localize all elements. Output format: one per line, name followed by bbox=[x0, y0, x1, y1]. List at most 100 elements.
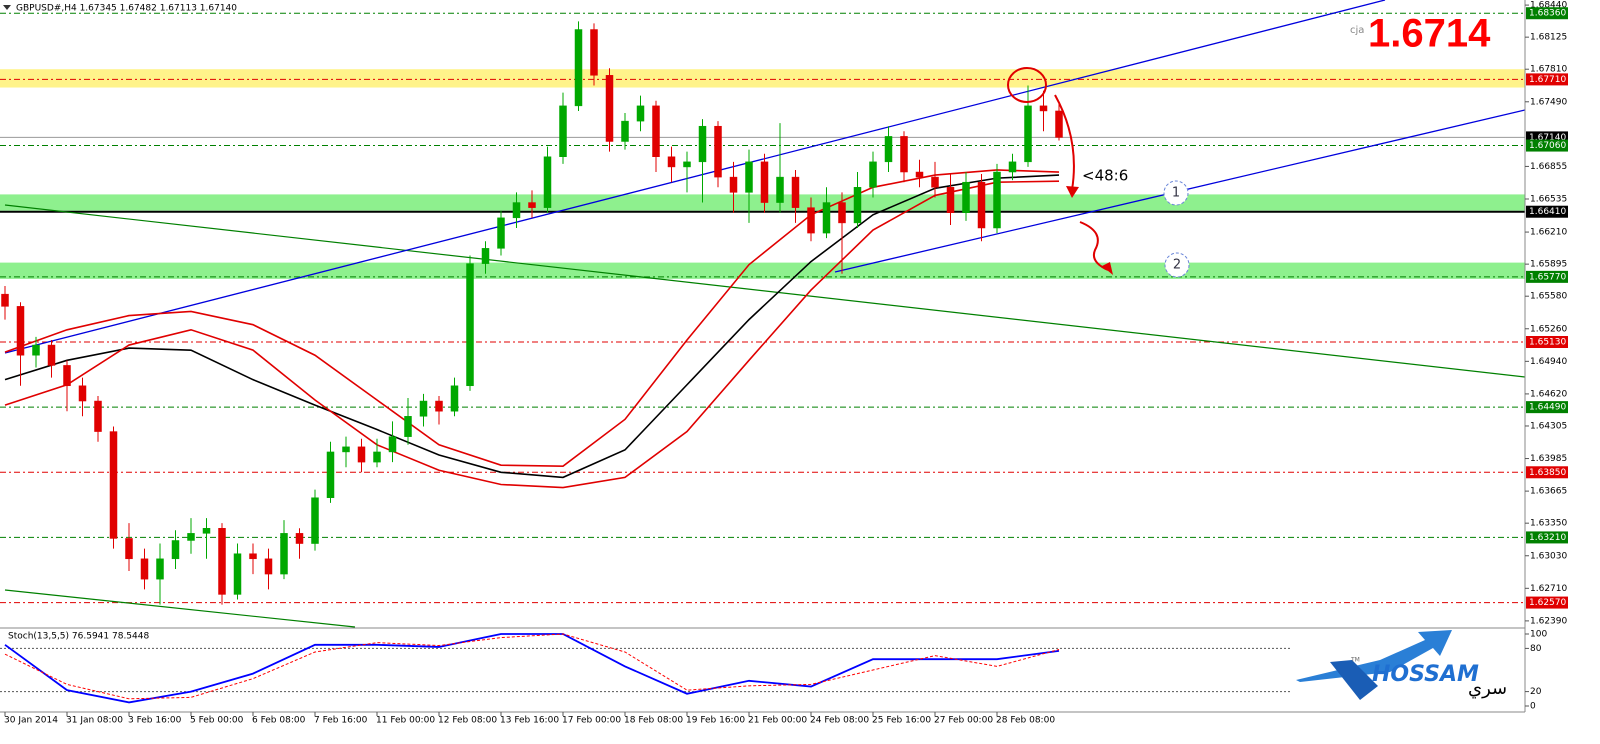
level-label: 1.67060 bbox=[1529, 141, 1566, 151]
candle-body bbox=[156, 558, 164, 580]
level-box bbox=[1526, 139, 1568, 152]
x-tick-label: 6 Feb 08:00 bbox=[252, 716, 306, 726]
candle-body bbox=[1024, 105, 1032, 163]
candle-body bbox=[900, 136, 908, 173]
trend-line bbox=[4, 589, 356, 628]
y-tick-label: 1.64940 bbox=[1530, 357, 1567, 367]
candle-body bbox=[373, 451, 381, 463]
marker-label: 2 bbox=[1173, 258, 1181, 273]
candle-body bbox=[497, 217, 505, 249]
moving-average bbox=[4, 174, 1060, 479]
cloud-marker bbox=[1163, 180, 1189, 206]
level-box bbox=[1526, 205, 1568, 218]
y-tick-label: 1.65580 bbox=[1530, 292, 1567, 302]
candle-body bbox=[714, 125, 722, 178]
level-label: 1.64490 bbox=[1529, 403, 1566, 413]
y-tick-label: 100 bbox=[1530, 630, 1547, 640]
level-box bbox=[1526, 531, 1568, 544]
candle-body bbox=[791, 176, 800, 208]
candle-body bbox=[590, 29, 598, 76]
zones-layer bbox=[0, 69, 1525, 279]
candle-body bbox=[202, 528, 211, 534]
annotations: 1 2 <48:6 cja 1.6714 GBPUSD#,H4 1.67345 … bbox=[3, 4, 1491, 278]
x-tick-label: 28 Feb 08:00 bbox=[996, 716, 1055, 726]
x-tick-label: 7 Feb 16:00 bbox=[314, 716, 368, 726]
level-box bbox=[1526, 401, 1568, 414]
candle-body bbox=[218, 528, 226, 595]
x-tick-label: 21 Feb 00:00 bbox=[748, 716, 807, 726]
y-tick-label: 1.63030 bbox=[1530, 551, 1567, 561]
x-tick-label: 18 Feb 08:00 bbox=[624, 716, 683, 726]
candle-body bbox=[822, 202, 831, 234]
level-label: 1.62570 bbox=[1529, 598, 1566, 608]
candle-body bbox=[311, 497, 319, 544]
candle-body bbox=[652, 105, 660, 157]
level-label: 1.67140 bbox=[1529, 133, 1566, 143]
moving-average bbox=[4, 169, 1060, 467]
candle-body bbox=[249, 553, 257, 560]
channel-line bbox=[4, 0, 1386, 354]
x-tick-label: 11 Feb 00:00 bbox=[376, 716, 435, 726]
candle-body bbox=[78, 385, 87, 402]
candle-body bbox=[125, 538, 133, 560]
candle-body bbox=[574, 29, 583, 107]
level-label: 1.68360 bbox=[1529, 9, 1566, 19]
x-tick-label: 31 Jan 08:00 bbox=[66, 716, 123, 726]
candle-body bbox=[1039, 105, 1048, 112]
y-tick-label: 1.63985 bbox=[1530, 454, 1567, 464]
candle-body bbox=[171, 540, 180, 560]
y-tick-label: 1.63350 bbox=[1530, 519, 1567, 529]
arrow-head bbox=[1102, 262, 1113, 275]
level-box bbox=[1526, 466, 1568, 479]
level-box bbox=[1526, 73, 1568, 86]
y-tick-label: 20 bbox=[1530, 687, 1542, 697]
candle-body bbox=[404, 416, 412, 437]
level-box bbox=[1526, 7, 1568, 20]
candle-body bbox=[94, 400, 102, 432]
candle-body bbox=[419, 400, 428, 417]
x-tick-label: 12 Feb 08:00 bbox=[438, 716, 497, 726]
zone bbox=[0, 69, 1525, 88]
y-tick-label: 1.64620 bbox=[1530, 389, 1567, 399]
candle-body bbox=[667, 156, 676, 168]
candle-body bbox=[543, 156, 552, 208]
timer: <48:6 bbox=[1082, 167, 1128, 185]
candle-body bbox=[760, 161, 769, 203]
y-tick-label: 1.66210 bbox=[1530, 228, 1567, 238]
candle-body bbox=[776, 176, 784, 203]
candle-body bbox=[621, 120, 629, 142]
indicator-title: Stoch(13,5,5) 76.5941 78.5448 bbox=[8, 632, 149, 642]
stoch-line bbox=[4, 633, 1060, 704]
candle-body bbox=[264, 558, 273, 575]
candle-body bbox=[326, 451, 335, 498]
candle-body bbox=[1055, 110, 1063, 138]
logo-script: سري bbox=[1468, 678, 1507, 699]
logo-check bbox=[1330, 660, 1378, 700]
candle-body bbox=[32, 344, 40, 356]
highlight-circle bbox=[1007, 67, 1047, 103]
x-tick-label: 25 Feb 16:00 bbox=[872, 716, 931, 726]
candle-body bbox=[1, 293, 9, 307]
candle-body bbox=[838, 202, 846, 224]
level-label: 1.66410 bbox=[1529, 207, 1566, 217]
candle-body bbox=[342, 446, 350, 453]
cloud-marker bbox=[1164, 252, 1190, 278]
candle-body bbox=[466, 263, 474, 387]
candle-body bbox=[946, 187, 955, 213]
big-price: 1.6714 bbox=[1368, 12, 1491, 56]
corner-note: cja bbox=[1350, 25, 1364, 36]
y-tick-label: 1.68440 bbox=[1530, 1, 1567, 11]
y-tick-label: 1.67810 bbox=[1530, 65, 1567, 75]
trend-line bbox=[4, 204, 1526, 378]
x-tick-label: 24 Feb 08:00 bbox=[810, 716, 869, 726]
y-tick-label: 1.64305 bbox=[1530, 421, 1567, 431]
level-box bbox=[1526, 270, 1568, 283]
candle-body bbox=[280, 533, 288, 575]
y-tick-label: 1.67490 bbox=[1530, 97, 1567, 107]
x-tick-label: 5 Feb 00:00 bbox=[190, 716, 244, 726]
candle-body bbox=[977, 181, 986, 229]
candle-body bbox=[745, 161, 753, 193]
candle-body bbox=[16, 306, 25, 356]
logo: HOSSAM TM سري bbox=[1296, 630, 1507, 700]
